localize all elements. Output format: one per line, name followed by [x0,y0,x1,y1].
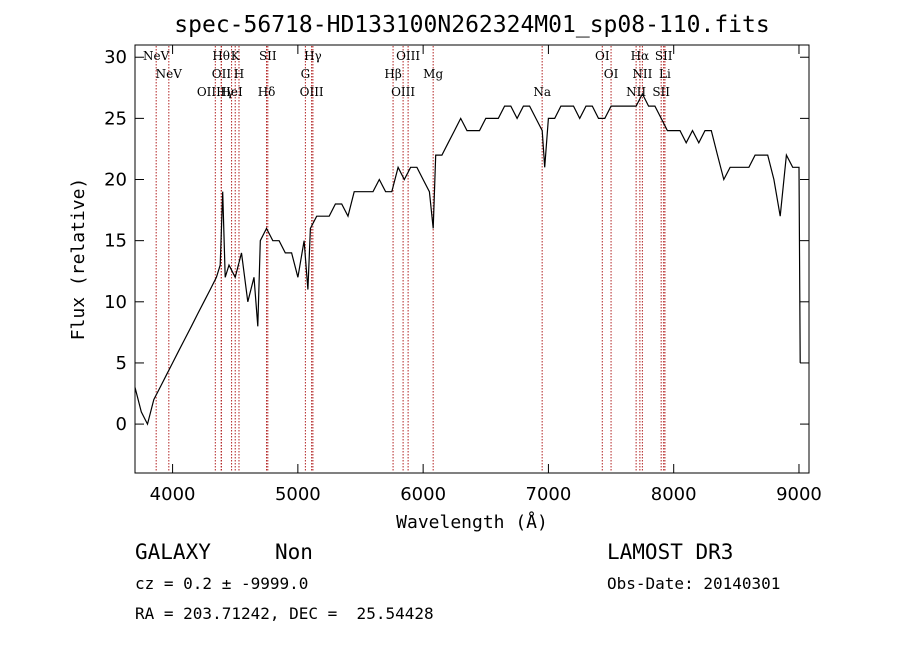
line-marker-label: NeV [143,49,170,63]
line-marker-label: HeI [220,85,243,99]
coordinates-readout: RA = 203.71242, DEC = 25.54428 [135,604,434,623]
line-marker-label: Hθ [212,49,230,63]
line-marker-label: SII [655,49,673,63]
spectrum-series-line [134,92,801,426]
observation-date: Obs-Date: 20140301 [607,574,781,593]
line-marker-label: G [301,67,311,81]
x-axis-ticks: 4000 5000 6000 7000 8000 9000 [150,45,822,505]
x-axis-label: Wavelength (Å) [396,511,548,533]
y-tick-label: 10 [104,292,127,313]
y-tick-label: 5 [116,353,127,374]
line-marker-label: Mg [423,67,443,81]
x-tick-label: 7000 [526,484,572,505]
line-marker-label: Hγ [304,49,322,63]
line-marker-label: Hδ [258,85,276,99]
survey-name: LAMOST DR3 [607,540,734,564]
x-tick-label: 8000 [651,484,697,505]
x-tick-label: 6000 [400,484,446,505]
line-marker-label: NeV [156,67,183,81]
line-marker-label: SII [259,49,277,63]
line-marker-label: OI [595,49,610,63]
line-marker-label: OIII [300,85,324,99]
y-axis-ticks: 0 5 10 15 20 25 30 [104,47,809,435]
line-marker-label: Li [659,67,671,81]
line-marker-label: OIII [396,49,420,63]
x-tick-label: 5000 [275,484,321,505]
line-marker-label: Hα [631,49,650,63]
y-tick-label: 15 [104,231,127,252]
line-marker-label: K [231,49,241,63]
line-marker-label: OII [212,67,232,81]
line-marker-label: OIIHγ [197,85,234,99]
y-tick-label: 20 [104,170,127,191]
y-tick-label: 30 [104,47,127,68]
line-marker-label: SII [652,85,670,99]
line-marker-label: OI [604,67,619,81]
line-marker-label: H [234,67,244,81]
object-class: GALAXY [135,540,211,564]
line-marker-label: Na [533,85,551,99]
y-tick-label: 25 [104,108,127,129]
line-marker-label: Hβ [384,67,401,81]
chart-title: spec-56718-HD133100N262324M01_sp08-110.f… [174,12,769,38]
x-tick-label: 9000 [776,484,822,505]
emission-line-labels: NeV NeV OIIHγ Hθ OII HeI KH Hδ SII G OIII Hγ Hβ OIII O… [143,49,673,99]
redshift-readout: cz = 0.2 ± -9999.0 [135,574,309,593]
x-tick-label: 4000 [150,484,196,505]
plot-frame [134,44,810,474]
y-tick-label: 0 [116,414,127,435]
y-axis-label: Flux (relative) [68,178,89,341]
line-marker-label: OIII [391,85,415,99]
emission-line-markers [155,46,666,472]
object-subclass: Non [275,540,313,564]
line-marker-label: NII [632,67,652,81]
